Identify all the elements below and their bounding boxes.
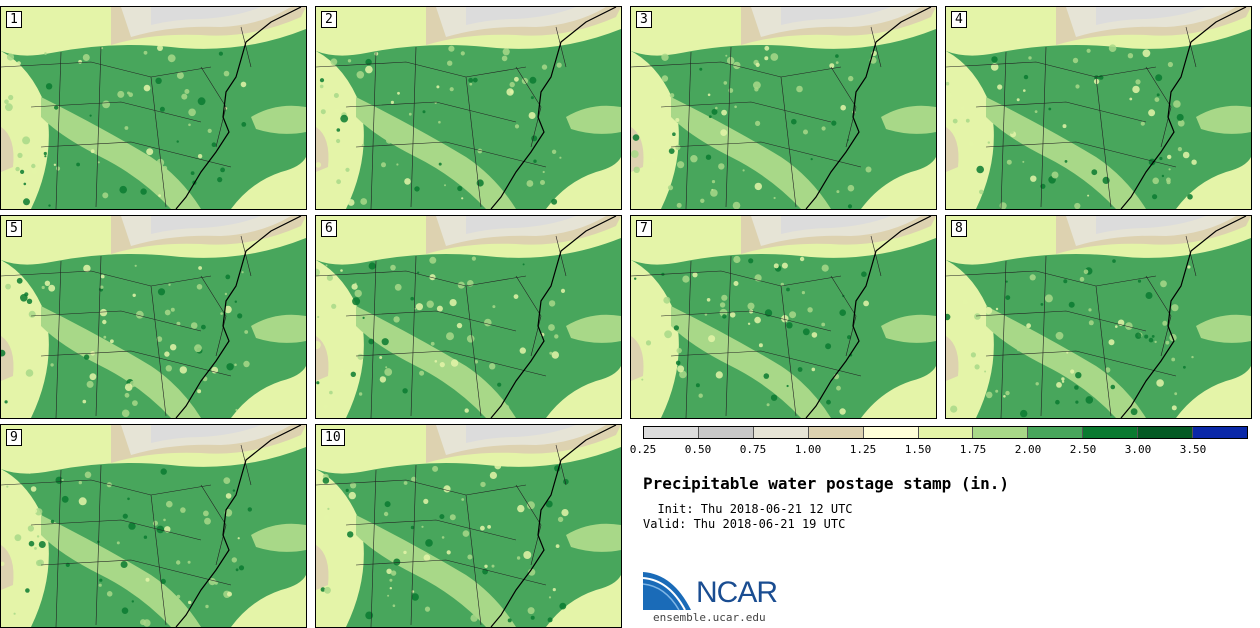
legend-tick-label: 0.50 [684,443,712,456]
pw-field-map [1,425,306,627]
legend-swatch [1193,427,1247,438]
legend-tick-label: 1.25 [849,443,877,456]
legend-tick-label: 2.50 [1069,443,1097,456]
time-info: Init: Thu 2018-06-21 12 UTC Valid: Thu 2… [643,502,853,532]
panel-number: 3 [636,11,652,28]
panel-number: 2 [321,11,337,28]
ncar-wordmark: NCAR [696,576,778,609]
legend-color-bar [643,426,1248,439]
map-panel-10: 10 [315,424,622,628]
legend-swatch [1083,427,1139,438]
legend-tick-label: 1.00 [794,443,822,456]
panel-number: 6 [321,220,337,237]
pw-field-map [316,216,621,418]
ncar-swoosh-icon [643,572,691,611]
map-panel-6: 6 [315,215,622,419]
legend-swatch [1028,427,1084,438]
plot-title: Precipitable water postage stamp (in.) [643,474,1010,493]
site-url: ensemble.ucar.edu [653,611,766,624]
pw-field-map [946,7,1251,209]
pw-field-map [946,216,1251,418]
map-panel-2: 2 [315,6,622,210]
map-panel-5: 5 [0,215,307,419]
legend-swatch [644,427,699,438]
ncar-logo: NCAR [643,570,793,625]
panel-number: 4 [951,11,967,28]
legend-tick-label: 2.00 [1014,443,1042,456]
map-panel-9: 9 [0,424,307,628]
legend-tick-label: 3.50 [1179,443,1207,456]
pw-field-map [316,7,621,209]
map-panel-8: 8 [945,215,1252,419]
map-panel-3: 3 [630,6,937,210]
legend-tick-label: 3.00 [1124,443,1152,456]
panel-number: 1 [6,11,22,28]
map-panel-4: 4 [945,6,1252,210]
legend-ticks: 0.25 0.50 0.75 1.00 1.25 1.50 1.75 2.00 2.50 3.00… [630,439,1248,456]
init-time: Init: Thu 2018-06-21 12 UTC [643,502,853,516]
legend-tick-label: 0.75 [739,443,767,456]
map-panel-1: 1 [0,6,307,210]
pw-field-map [1,216,306,418]
panel-number: 10 [321,429,345,446]
pw-field-map [631,7,936,209]
legend-tick-label: 1.75 [959,443,987,456]
legend-swatch [753,427,809,438]
legend-swatch [698,427,754,438]
valid-time: Valid: Thu 2018-06-21 19 UTC [643,517,846,531]
panel-number: 8 [951,220,967,237]
legend-swatch [808,427,864,438]
legend-tick-label: 0.25 [629,443,657,456]
panel-number: 5 [6,220,22,237]
panel-number: 9 [6,429,22,446]
pw-field-map [631,216,936,418]
panel-number: 7 [636,220,652,237]
legend-swatch [973,427,1029,438]
legend-tick-label: 1.50 [904,443,932,456]
color-legend: 0.25 0.50 0.75 1.00 1.25 1.50 1.75 2.00 2.50 3.00… [630,426,1248,456]
legend-swatch [918,427,974,438]
legend-swatch [1138,427,1194,438]
pw-field-map [316,425,621,627]
legend-swatch [863,427,919,438]
map-panel-7: 7 [630,215,937,419]
pw-field-map [1,7,306,209]
